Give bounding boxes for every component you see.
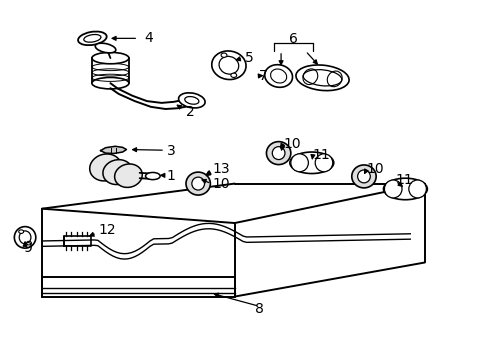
Text: 9: 9 — [23, 241, 32, 255]
Text: 6: 6 — [288, 32, 297, 46]
Ellipse shape — [78, 32, 106, 45]
Text: 4: 4 — [144, 31, 153, 45]
Ellipse shape — [272, 147, 285, 159]
Text: 11: 11 — [312, 148, 330, 162]
Ellipse shape — [102, 160, 132, 185]
Ellipse shape — [178, 93, 204, 108]
Ellipse shape — [315, 154, 332, 172]
Text: 12: 12 — [98, 223, 116, 237]
Ellipse shape — [92, 77, 129, 89]
Text: 10: 10 — [212, 177, 230, 190]
Ellipse shape — [89, 154, 121, 181]
Ellipse shape — [114, 164, 142, 188]
Ellipse shape — [19, 230, 23, 233]
Ellipse shape — [211, 51, 245, 80]
Text: 2: 2 — [185, 105, 194, 119]
Text: 8: 8 — [254, 302, 263, 316]
Text: 5: 5 — [244, 51, 253, 65]
Ellipse shape — [357, 170, 369, 183]
Ellipse shape — [289, 152, 333, 174]
Polygon shape — [101, 146, 126, 153]
Ellipse shape — [191, 177, 204, 190]
Text: 3: 3 — [166, 144, 175, 158]
Ellipse shape — [384, 180, 401, 198]
Ellipse shape — [351, 165, 375, 188]
Text: 7: 7 — [259, 69, 267, 83]
Text: 10: 10 — [283, 137, 301, 151]
Ellipse shape — [95, 43, 116, 53]
Ellipse shape — [230, 73, 236, 77]
Ellipse shape — [295, 65, 348, 91]
Ellipse shape — [185, 172, 210, 195]
Ellipse shape — [14, 226, 36, 248]
Ellipse shape — [92, 52, 129, 64]
Ellipse shape — [26, 241, 31, 245]
Ellipse shape — [145, 172, 160, 180]
Text: 11: 11 — [395, 173, 412, 187]
Ellipse shape — [383, 178, 427, 200]
Ellipse shape — [408, 180, 426, 198]
Ellipse shape — [264, 65, 292, 87]
Ellipse shape — [290, 154, 308, 172]
Text: 1: 1 — [166, 170, 175, 183]
Text: 13: 13 — [212, 162, 230, 176]
Text: 10: 10 — [366, 162, 383, 176]
Ellipse shape — [221, 53, 226, 57]
Ellipse shape — [266, 141, 290, 165]
